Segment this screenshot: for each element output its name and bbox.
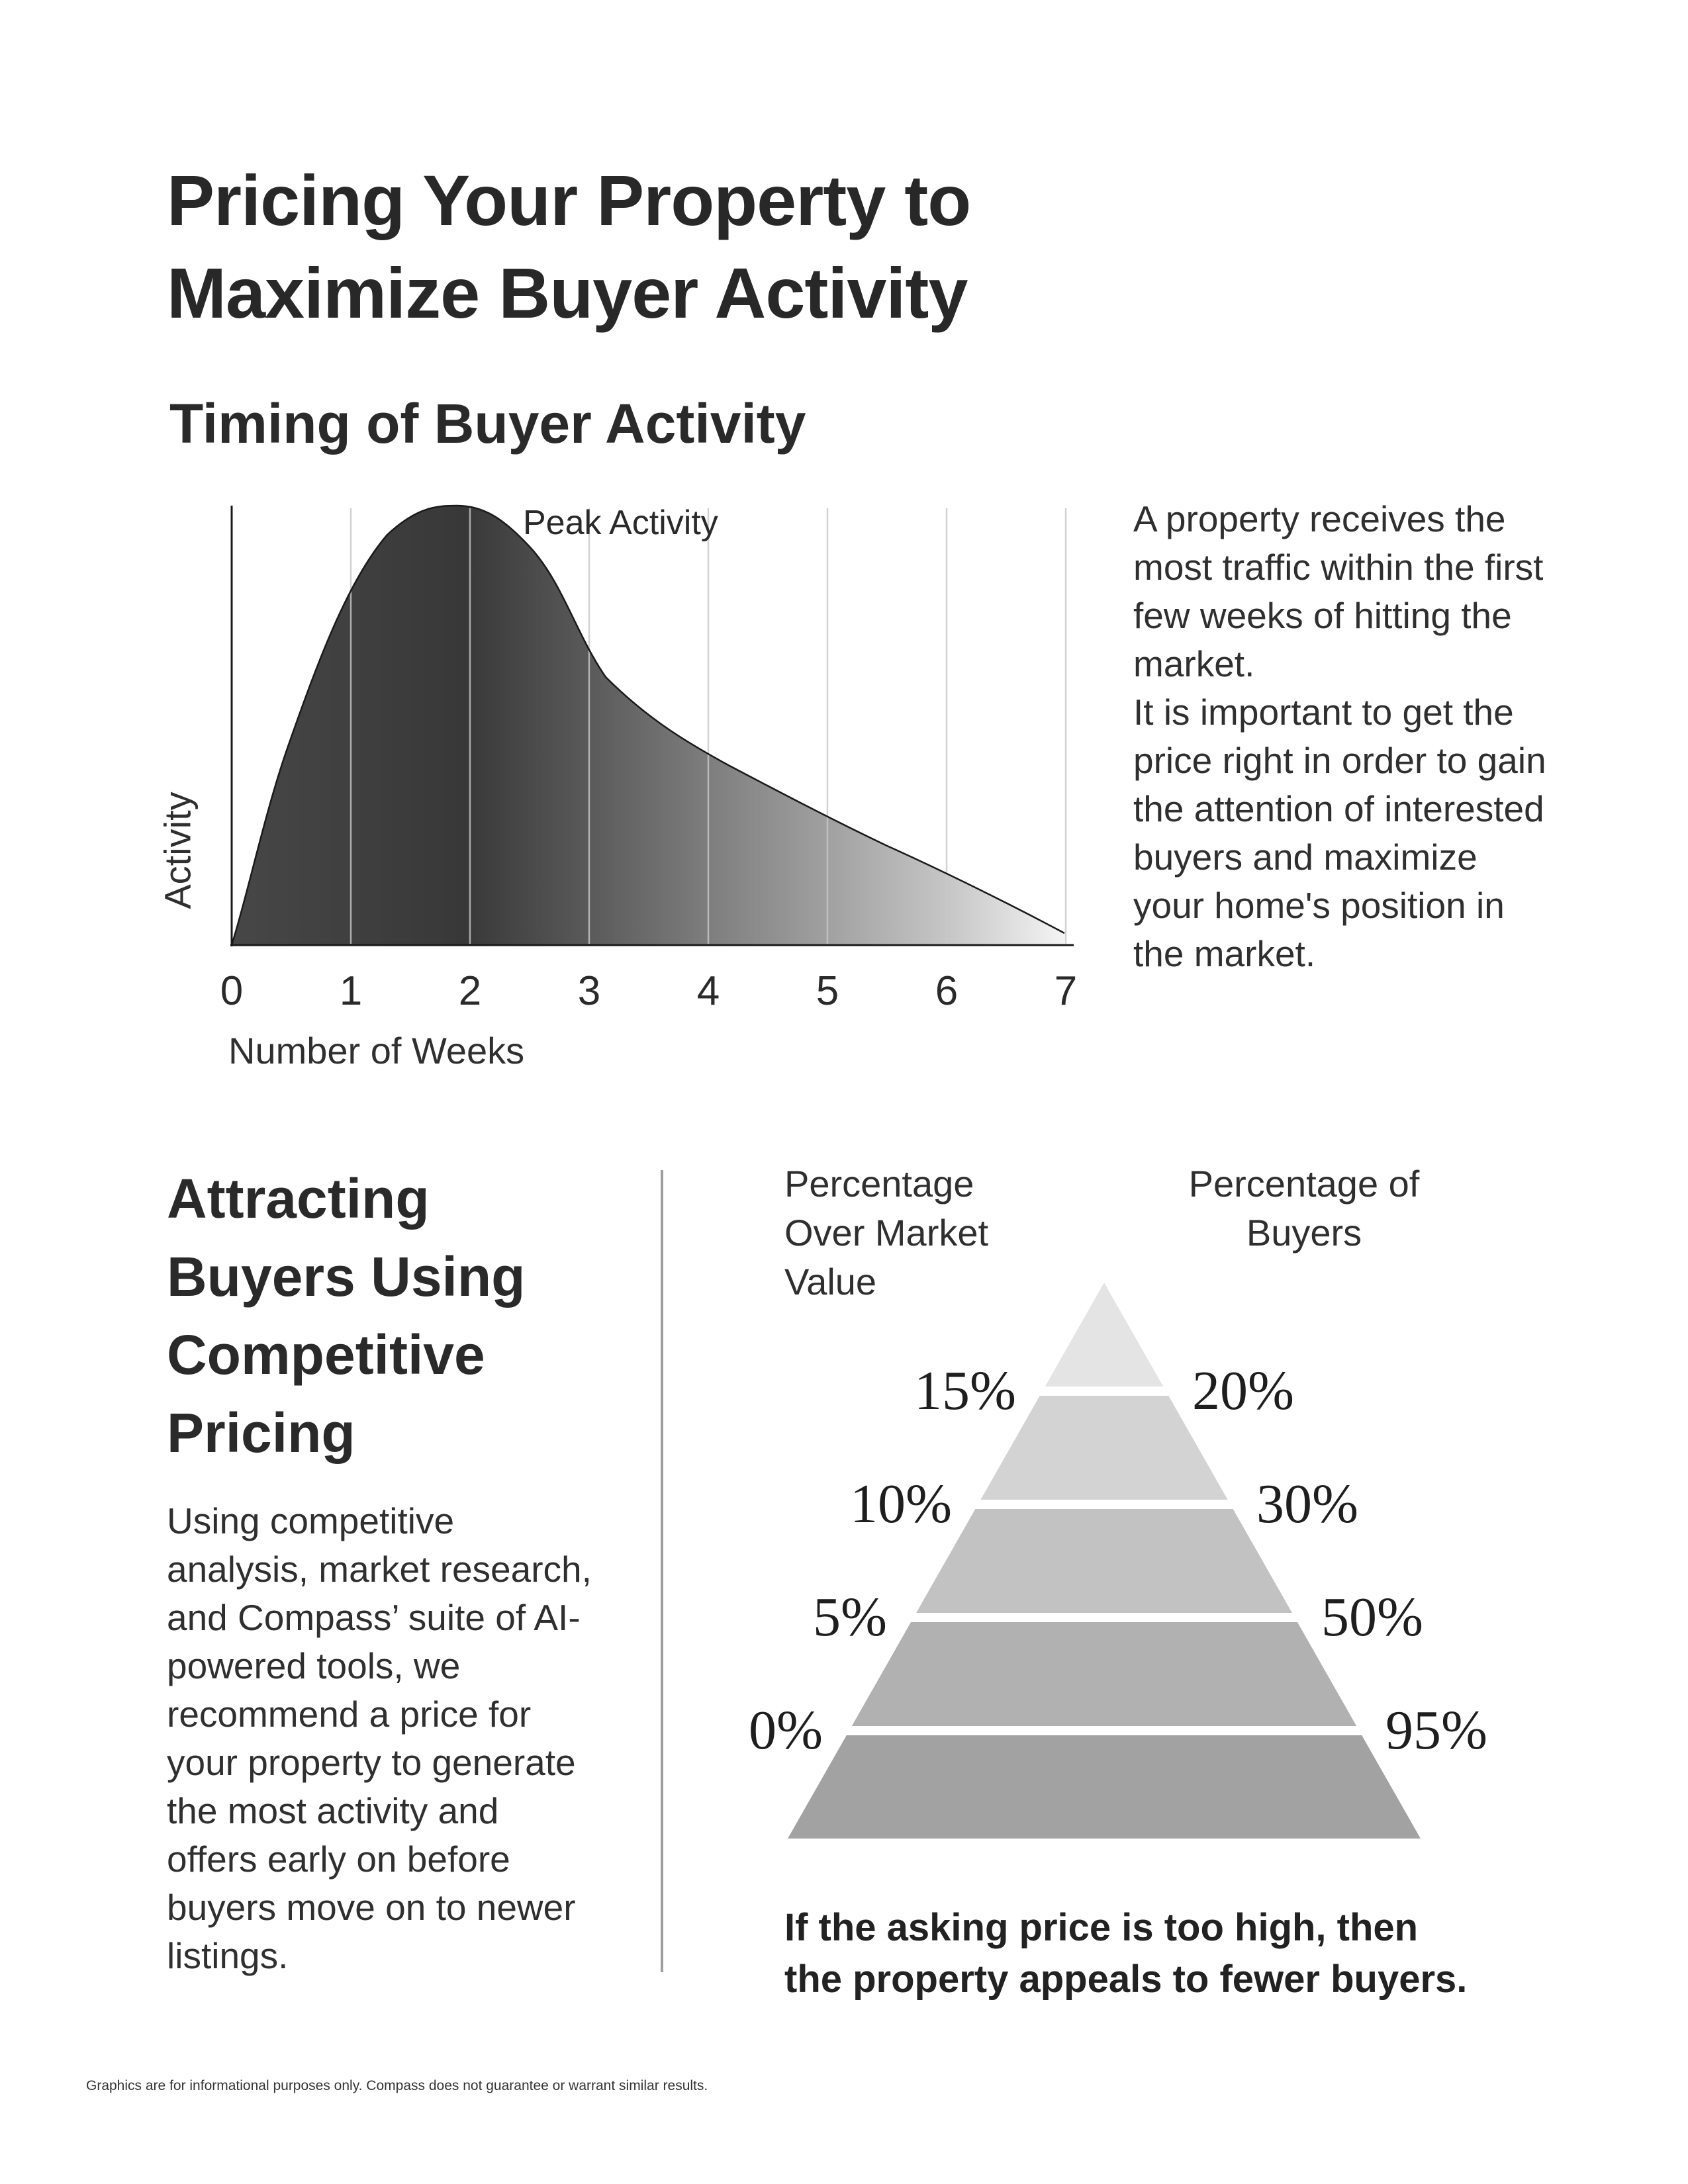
pyramid-caption-line-2: the property appeals to fewer buyers.: [784, 1958, 1468, 2001]
disclaimer-footer: Graphics are for informational purposes …: [86, 2078, 708, 2093]
pyramid-caption-line-1: If the asking price is too high, then: [784, 1906, 1419, 1949]
pyramid-right-header: Percentage of Buyers: [1188, 1163, 1420, 1253]
pricing-pyramid-svg: [788, 1283, 1421, 1839]
activity-curve-outline: [230, 504, 1065, 946]
pyramid-right-label-95: 95%: [1385, 1700, 1487, 1761]
attract-body: Using competitive analysis, market resea…: [167, 1500, 592, 1976]
axis-tick-2: 2: [458, 968, 482, 1014]
page-title-line-1: Pricing Your Property to: [167, 160, 971, 240]
pyramid-right-label-20: 20%: [1192, 1360, 1294, 1422]
axis-tick-1: 1: [339, 968, 363, 1014]
axis-tick-4: 4: [696, 968, 720, 1014]
pyramid-left-label-0: 0%: [749, 1700, 823, 1761]
timing-description: A property receives the most traffic wit…: [1133, 495, 1550, 978]
attract-heading: Attracting Buyers Using Competitive Pric…: [167, 1167, 526, 1464]
pyramid-right-label-50: 50%: [1321, 1586, 1423, 1648]
pyramid-caption: If the asking price is too high, then th…: [784, 1902, 1467, 2005]
pyramid-left-header: Percentage Over Market Value: [784, 1163, 989, 1302]
timing-description-p2: It is important to get the price right i…: [1133, 692, 1546, 974]
pyramid-right-label-30: 30%: [1256, 1473, 1358, 1535]
x-axis-label: Number of Weeks: [228, 1030, 525, 1071]
pyramid-tier-4: [851, 1622, 1357, 1726]
axis-tick-6: 6: [935, 968, 959, 1014]
pyramid-tier-2: [980, 1396, 1228, 1500]
timing-description-p1: A property receives the most traffic wit…: [1133, 498, 1544, 684]
axis-tick-3: 3: [577, 968, 601, 1014]
pyramid-left-label-10: 10%: [850, 1473, 952, 1535]
page-title-line-2: Maximize Buyer Activity: [167, 253, 968, 333]
y-axis-label: Activity: [156, 792, 199, 909]
timing-heading: Timing of Buyer Activity: [169, 392, 806, 455]
pyramid-tier-5: [788, 1735, 1421, 1839]
peak-activity-label: Peak Activity: [523, 504, 718, 542]
activity-chart: [225, 502, 1079, 958]
activity-chart-svg: [230, 504, 1074, 946]
axis-tick-0: 0: [220, 968, 244, 1014]
pyramid-tier-3: [916, 1509, 1292, 1613]
section-divider: [661, 1170, 663, 1972]
chart-gridlines: [350, 508, 1067, 944]
axis-tick-5: 5: [816, 968, 839, 1014]
pyramid-left-label-15: 15%: [914, 1360, 1016, 1422]
pyramid-tier-1: [1045, 1283, 1164, 1387]
pyramid-left-label-5: 5%: [813, 1586, 887, 1648]
activity-curve-fill: [232, 506, 1064, 945]
axis-tick-7: 7: [1054, 968, 1078, 1014]
pricing-pyramid: [773, 1283, 1435, 1839]
